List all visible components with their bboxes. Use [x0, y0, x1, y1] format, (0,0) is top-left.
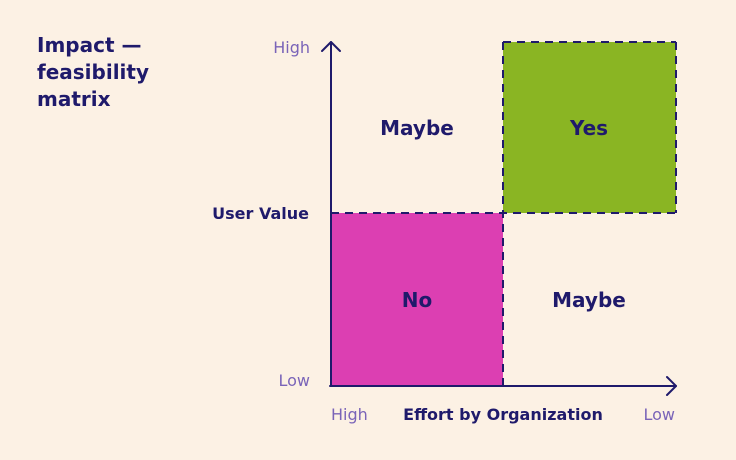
quadrant-top-left-label: Maybe	[380, 116, 454, 140]
y-axis-arrow-icon	[321, 41, 341, 52]
x-axis-title: Effort by Organization	[403, 405, 603, 424]
y-axis-low-label: Low	[278, 371, 310, 390]
y-axis-high-label: High	[273, 38, 310, 57]
page-title: Impact — feasibility matrix	[37, 32, 149, 113]
title-line-1: Impact —	[37, 33, 142, 57]
title-line-2: feasibility	[37, 60, 150, 84]
title-line-3: matrix	[37, 87, 111, 111]
x-axis-low-label: Low	[643, 405, 675, 424]
y-axis-title: User Value	[212, 204, 309, 223]
quadrant-bottom-left-label: No	[402, 288, 432, 312]
quadrant-yes-fill	[503, 42, 676, 213]
quadrant-top-right-label: Yes	[569, 116, 608, 140]
x-axis-arrow-icon	[666, 376, 677, 396]
x-axis-high-label: High	[331, 405, 368, 424]
quadrant-bottom-right-label: Maybe	[552, 288, 626, 312]
quadrant-no-fill	[331, 213, 503, 385]
